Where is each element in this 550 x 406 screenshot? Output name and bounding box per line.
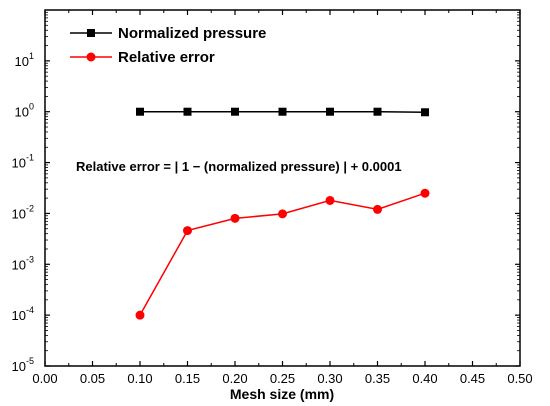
data-point-square: [326, 107, 334, 116]
x-tick-label: 0.40: [412, 371, 437, 386]
x-tick-label: 0.15: [175, 371, 200, 386]
y-tick-label: 101: [15, 51, 34, 69]
data-point-circle: [325, 195, 335, 205]
legend-label: Relative error: [118, 49, 215, 66]
legend: Normalized pressure Relative error: [70, 25, 266, 66]
y-tick-label: 10-1: [12, 153, 34, 171]
legend-marker-square: [87, 29, 95, 37]
x-tick-label: 0.30: [317, 371, 342, 386]
data-point-circle: [373, 204, 382, 214]
x-tick-label: 0.00: [32, 371, 57, 386]
y-tick-label: 10-3: [12, 254, 34, 272]
x-tick-label: 0.25: [270, 371, 295, 386]
x-tick-label: 0.50: [507, 371, 532, 386]
data-point-square: [183, 107, 192, 116]
x-tick-label: 0.45: [460, 371, 485, 386]
data-point-square: [373, 107, 382, 116]
y-tick-label: 10-5: [12, 356, 34, 374]
x-tick-label: 0.20: [222, 371, 247, 386]
plot-area: [44, 9, 521, 367]
data-point-square: [136, 107, 144, 116]
x-tick-label: 0.05: [80, 371, 105, 386]
x-tick-label: 0.35: [365, 371, 390, 386]
data-point-circle: [278, 209, 287, 219]
x-tick-label: 0.10: [127, 371, 152, 386]
data-point-square: [421, 108, 429, 117]
x-axis-title: Mesh size (mm): [230, 386, 334, 402]
legend-label: Normalized pressure: [118, 25, 266, 42]
y-tick-label: 100: [15, 102, 34, 120]
data-point-circle: [135, 310, 145, 320]
data-point-square: [231, 107, 239, 116]
x-axis-ticks: 0.00 0.05 0.10 0.15 0.20 0.25 0.30 0.35 0.40 0.45…: [32, 10, 533, 386]
series-layer: [135, 107, 430, 320]
legend-marker-circle: [86, 52, 96, 62]
y-tick-label: 10-4: [12, 305, 34, 323]
data-point-circle: [183, 226, 192, 236]
data-point-square: [278, 107, 287, 116]
y-tick-label: 10-2: [12, 203, 34, 221]
annotation-text: Relative error = | 1 − (normalized press…: [76, 159, 402, 174]
data-point-circle: [420, 188, 430, 198]
data-point-circle: [230, 213, 240, 223]
